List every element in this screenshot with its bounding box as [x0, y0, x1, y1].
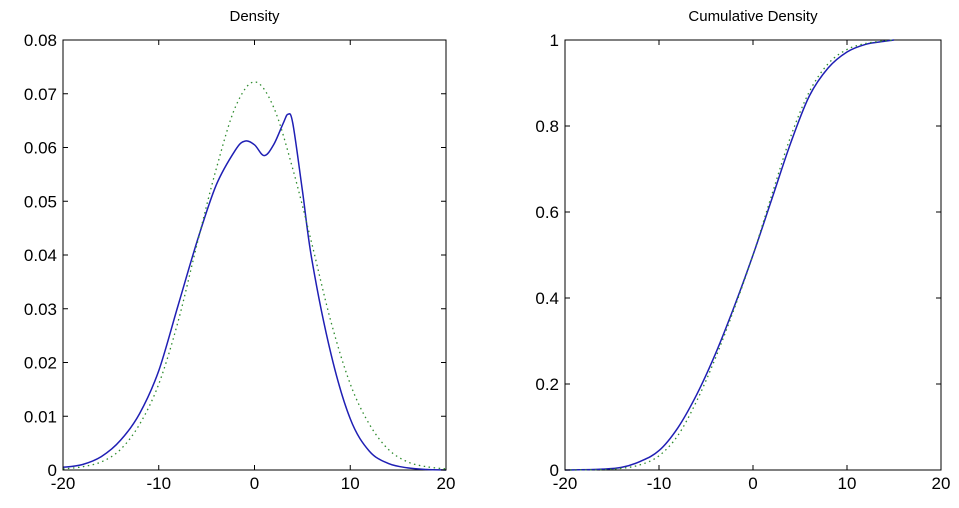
density-ytick-label: 0: [48, 461, 57, 480]
cumulative-density-xtick-label: 0: [748, 474, 757, 493]
density-xtick-label: -20: [51, 474, 76, 493]
cumulative-density-series-solid-line: [564, 39, 895, 471]
density-ytick-label: 0.08: [24, 31, 57, 50]
density-ytick-label: 0.05: [24, 192, 57, 211]
density-xtick-label: 20: [437, 474, 456, 493]
density-ytick-label: 0.02: [24, 354, 57, 373]
cumulative-density-xtick-label: 10: [838, 474, 857, 493]
density-ytick-label: 0.01: [24, 407, 57, 426]
density-ytick-label: 0.04: [24, 246, 57, 265]
cumulative-density-xtick-label: -20: [553, 474, 578, 493]
density-axes-frame: [62, 39, 447, 471]
cumulative-density-ytick-label: 0.2: [535, 375, 559, 394]
cumulative-density-ytick-label: 0.8: [535, 117, 559, 136]
cumulative-density-ytick-label: 0.6: [535, 203, 559, 222]
density-ytick-label: 0.03: [24, 300, 57, 319]
cumulative-density-ytick-label: 0: [550, 461, 559, 480]
density-xtick-label: 0: [250, 474, 259, 493]
cumulative-density-ytick-label: 1: [550, 31, 559, 50]
cumulative-density-ytick-label: 0.4: [535, 289, 559, 308]
cumulative-density-xtick-label: -10: [647, 474, 672, 493]
cumulative-density-panel: -20 -10 0 10 20 0 0.2 0.4 0.6 0.8 1 Cumulative Dens…: [535, 8, 950, 493]
density-series-dotted-line: [62, 81, 447, 470]
density-ytick-label: 0.07: [24, 85, 57, 104]
cumulative-density-xtick-label: 20: [932, 474, 951, 493]
density-panel: -20 -10 0 10 20 0 0.01 0.02 0.03 0.04 0.05 0.06 0.07…: [24, 8, 456, 493]
density-title: Density: [229, 8, 280, 25]
cumulative-density-series-dotted-line: [564, 39, 895, 471]
cumulative-density-title: Cumulative Density: [688, 8, 818, 25]
density-xtick-label: -10: [146, 474, 171, 493]
density-ytick-label: 0.06: [24, 139, 57, 158]
density-xtick-label: 10: [341, 474, 360, 493]
density-series-solid-line: [62, 112, 447, 471]
